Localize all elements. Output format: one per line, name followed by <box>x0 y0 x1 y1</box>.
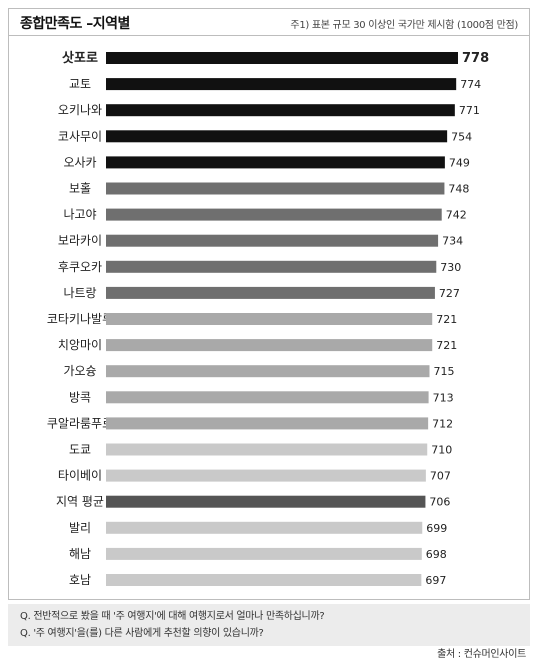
question-2: Q. '주 여행지'을(를) 다른 사람에게 추천할 의향이 있습니까? <box>20 628 264 639</box>
bar <box>106 313 433 325</box>
value-label: 715 <box>433 365 454 378</box>
category-label: 후쿠오카 <box>58 260 102 274</box>
value-label: 748 <box>448 183 469 196</box>
category-label: 타이베이 <box>58 469 102 483</box>
source-credit: 출처 : 컨슈머인사이트 <box>437 649 526 660</box>
question-1: Q. 전반적으로 봤을 때 '주 여행지'에 대해 여행지로서 얼마나 만족하십… <box>20 611 325 622</box>
bar <box>106 443 428 456</box>
category-label: 교토 <box>69 77 91 91</box>
bar <box>106 286 435 299</box>
category-label: 치앙마이 <box>58 338 102 352</box>
bar <box>106 547 422 560</box>
category-label: 보홀 <box>69 182 91 196</box>
value-label: 713 <box>433 391 454 404</box>
chart-title: 종합만족도 –지역별 <box>20 16 130 32</box>
value-label: 742 <box>446 209 467 222</box>
bar <box>106 365 430 378</box>
bar <box>106 339 433 352</box>
category-label: 해남 <box>69 547 91 561</box>
bar <box>106 208 442 221</box>
value-label: 698 <box>426 548 447 561</box>
category-label: 나고야 <box>63 208 96 222</box>
category-label: 삿포로 <box>62 51 98 66</box>
value-label: 699 <box>426 522 447 535</box>
category-label: 오키나와 <box>58 103 102 117</box>
category-label: 보라카이 <box>58 234 102 248</box>
bar <box>106 78 457 91</box>
category-label: 쿠알라룸푸르 <box>47 416 113 430</box>
bar <box>106 104 455 117</box>
category-label: 도쿄 <box>69 443 91 457</box>
category-label: 나트랑 <box>63 286 96 300</box>
bar <box>106 469 426 482</box>
category-label: 오사카 <box>63 155 96 169</box>
value-label: 721 <box>436 339 457 352</box>
category-label: 가오슝 <box>63 364 96 378</box>
bar <box>106 182 445 195</box>
value-label: 754 <box>451 130 472 143</box>
value-label: 707 <box>430 470 451 483</box>
category-label: 발리 <box>69 521 91 535</box>
bar <box>106 391 429 404</box>
bar <box>106 260 437 273</box>
value-label: 697 <box>425 574 446 587</box>
bar <box>106 52 458 64</box>
value-label: 734 <box>442 235 463 248</box>
bar-chart: 삿포로 778 교토 774 오키나와 771 코사무이 754 오사카 749 보홀 748 나고야 7… <box>47 51 489 587</box>
bar <box>106 130 448 143</box>
category-label: 코사무이 <box>58 129 102 143</box>
value-label: 778 <box>462 51 489 66</box>
value-label: 721 <box>436 313 457 326</box>
bar <box>106 417 429 430</box>
bar <box>106 521 423 534</box>
value-label: 706 <box>429 496 450 509</box>
value-label: 771 <box>459 104 480 117</box>
value-label: 774 <box>460 78 481 91</box>
category-label: 코타키나발루 <box>47 312 113 326</box>
value-label: 749 <box>449 156 470 169</box>
chart-note: 주1) 표본 규모 30 이상인 국가만 제시함 (1000점 만점) <box>290 20 518 31</box>
category-label: 호남 <box>69 573 91 587</box>
bar <box>106 234 439 247</box>
chart-frame <box>8 8 530 600</box>
bar <box>106 574 422 586</box>
value-label: 727 <box>439 287 460 300</box>
bar <box>106 495 426 508</box>
value-label: 710 <box>431 444 452 457</box>
value-label: 730 <box>440 261 461 274</box>
category-label: 지역 평균 <box>56 495 104 509</box>
value-label: 712 <box>432 417 453 430</box>
bar <box>106 156 445 169</box>
chart-header: 종합만족도 –지역별 주1) 표본 규모 30 이상인 국가만 제시함 (100… <box>8 8 530 36</box>
survey-questions: Q. 전반적으로 봤을 때 '주 여행지'에 대해 여행지로서 얼마나 만족하십… <box>8 604 530 646</box>
category-label: 방콕 <box>69 390 91 404</box>
